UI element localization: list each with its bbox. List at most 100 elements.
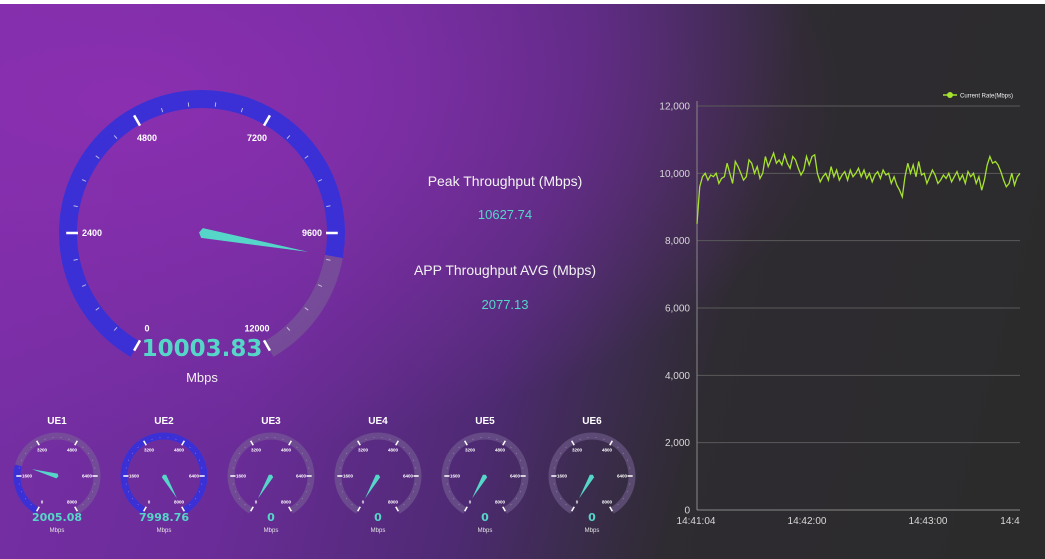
main-gauge-tick-label: 4800 [137, 133, 157, 143]
chart-x-tick-label: 14:43:00 [909, 516, 948, 527]
ue-value: 7998.76 [138, 511, 190, 524]
ue-gauge-tick-label: 1600 [343, 474, 354, 479]
ue-title: UE1 [47, 416, 67, 427]
ue-value: 0 [374, 511, 382, 524]
ue-gauge-tick-label: 3200 [37, 448, 48, 453]
peak-throughput-label: Peak Throughput (Mbps) [427, 173, 583, 189]
ue-gauge-tick-label: 1600 [450, 474, 461, 479]
avg-throughput-label: APP Throughput AVG (Mbps) [413, 262, 597, 278]
main-gauge-minor-tick [73, 258, 78, 261]
ue-gauge-major-tick [250, 440, 254, 446]
main-gauge-fill [59, 90, 345, 357]
ue-gauge-tick-label: 0 [41, 500, 44, 505]
chart-y-tick-label: 0 [684, 506, 690, 517]
ue-gauge-major-tick [571, 506, 575, 512]
ue-gauge-tick-label: 6400 [403, 474, 414, 479]
ue-gauge: 0 1600 3200 4800 6400 8000 [120, 432, 208, 514]
ue-unit: Mbps [584, 528, 600, 534]
ue-gauge-tick-label: 8000 [495, 500, 506, 505]
ue-gauge-tick-label: 4800 [388, 448, 399, 453]
ue-gauge-tick-label: 0 [576, 500, 579, 505]
ue-gauge-major-tick [250, 506, 254, 512]
ue-gauge-tick-label: 3200 [465, 448, 476, 453]
ue3-gauge-panel: UE3 0 1600 3200 4800 6400 8000 0 Mbps [221, 412, 321, 540]
ue-gauge-tick-label: 0 [255, 500, 258, 505]
ue-gauge-tick-label: 6400 [617, 474, 628, 479]
ue-gauge-tick-label: 8000 [281, 500, 292, 505]
ue-gauge-needle [161, 474, 178, 499]
chart-y-tick-label: 2,000 [665, 438, 690, 449]
chart-y-tick-label: 12,000 [659, 102, 690, 113]
ue-gauge-major-tick [36, 506, 40, 512]
ue-gauge-tick-label: 1600 [22, 474, 33, 479]
ue-unit: Mbps [49, 528, 65, 534]
ue-unit: Mbps [370, 528, 386, 534]
main-gauge-tick-label: 7200 [247, 133, 267, 143]
main-gauge-tick-label: 0 [144, 323, 149, 333]
ue-gauge-tick-label: 6400 [82, 474, 93, 479]
ue-gauge-major-tick [464, 506, 468, 512]
ue-gauge-major-tick [143, 506, 147, 512]
main-gauge-minor-tick [113, 135, 118, 139]
main-gauge-minor-tick [317, 179, 323, 182]
main-throughput-gauge: 0 2400 4800 7200 9600 12000 [59, 90, 345, 357]
ue-gauge-major-tick [357, 506, 361, 512]
main-gauge-minor-tick [81, 284, 87, 287]
chart-x-tick-label: 14:42:00 [788, 516, 827, 527]
ue-gauge-needle [258, 474, 274, 499]
ue-gauge-tick-label: 0 [469, 500, 472, 505]
ue-gauge-major-tick [464, 440, 468, 446]
ue-gauge-major-tick [609, 440, 613, 446]
chart-legend-swatch-dot [947, 92, 953, 98]
ue2-gauge-panel: UE2 0 1600 3200 4800 6400 8000 7998.76 Mbps [114, 412, 214, 540]
ue-title: UE3 [261, 416, 281, 427]
main-gauge-minor-tick [95, 155, 100, 159]
ue-gauge: 0 1600 3200 4800 6400 8000 [334, 432, 422, 514]
ue-gauge-major-tick [395, 440, 399, 446]
main-gauge-major-tick [133, 339, 142, 352]
ue-gauge: 0 1600 3200 4800 6400 8000 [13, 432, 101, 514]
ue-unit: Mbps [477, 528, 493, 534]
main-gauge-minor-tick [113, 327, 118, 331]
ue-gauge: 0 1600 3200 4800 6400 8000 [441, 432, 529, 514]
ue-gauge-tick-label: 3200 [572, 448, 583, 453]
ue-title: UE2 [154, 416, 174, 427]
main-gauge-tick-label: 9600 [302, 228, 322, 238]
chart-y-tick-label: 6,000 [665, 304, 690, 315]
ue-value: 0 [481, 511, 489, 524]
ue-gauge-tick-label: 8000 [67, 500, 78, 505]
ue-gauge-tick-label: 4800 [281, 448, 292, 453]
ue-gauge-major-tick [288, 440, 292, 446]
ue-gauge-major-tick [357, 440, 361, 446]
ue-title: UE4 [368, 416, 388, 427]
ue-gauge-tick-label: 8000 [602, 500, 613, 505]
main-gauge-value: 10003.83 [141, 336, 263, 362]
main-gauge-minor-tick [95, 307, 100, 311]
top-frame-bar [0, 0, 1045, 4]
ue-gauge-major-tick [74, 440, 78, 446]
ue-gauge-major-tick [288, 506, 292, 512]
peak-throughput-value: 10627.74 [477, 207, 533, 222]
ue-gauge-tick-label: 1600 [129, 474, 140, 479]
chart-legend-label: Current Rate(Mbps) [960, 94, 1013, 100]
ue-gauge-tick-label: 3200 [358, 448, 369, 453]
ue-gauge-tick-label: 4800 [174, 448, 185, 453]
ue-gauge-tick-label: 4800 [67, 448, 78, 453]
ue-gauge-track [227, 432, 315, 514]
main-gauge-minor-tick [73, 205, 78, 208]
ue-gauge: 0 1600 3200 4800 6400 8000 [548, 432, 636, 514]
ue-unit: Mbps [263, 528, 279, 534]
main-gauge-needle [199, 228, 309, 252]
ue-gauge-tick-label: 0 [148, 500, 151, 505]
ue-gauge-track [548, 432, 636, 514]
ue-unit: Mbps [156, 528, 172, 534]
ue-title: UE6 [582, 416, 602, 427]
ue-gauge-fill [120, 432, 208, 514]
main-gauge-minor-tick [286, 327, 291, 331]
ue-gauge-tick-label: 6400 [296, 474, 307, 479]
main-gauge-minor-tick [304, 307, 309, 311]
ue-gauge-tick-label: 8000 [174, 500, 185, 505]
main-gauge-minor-tick [304, 155, 309, 159]
main-gauge-minor-tick [326, 205, 331, 208]
